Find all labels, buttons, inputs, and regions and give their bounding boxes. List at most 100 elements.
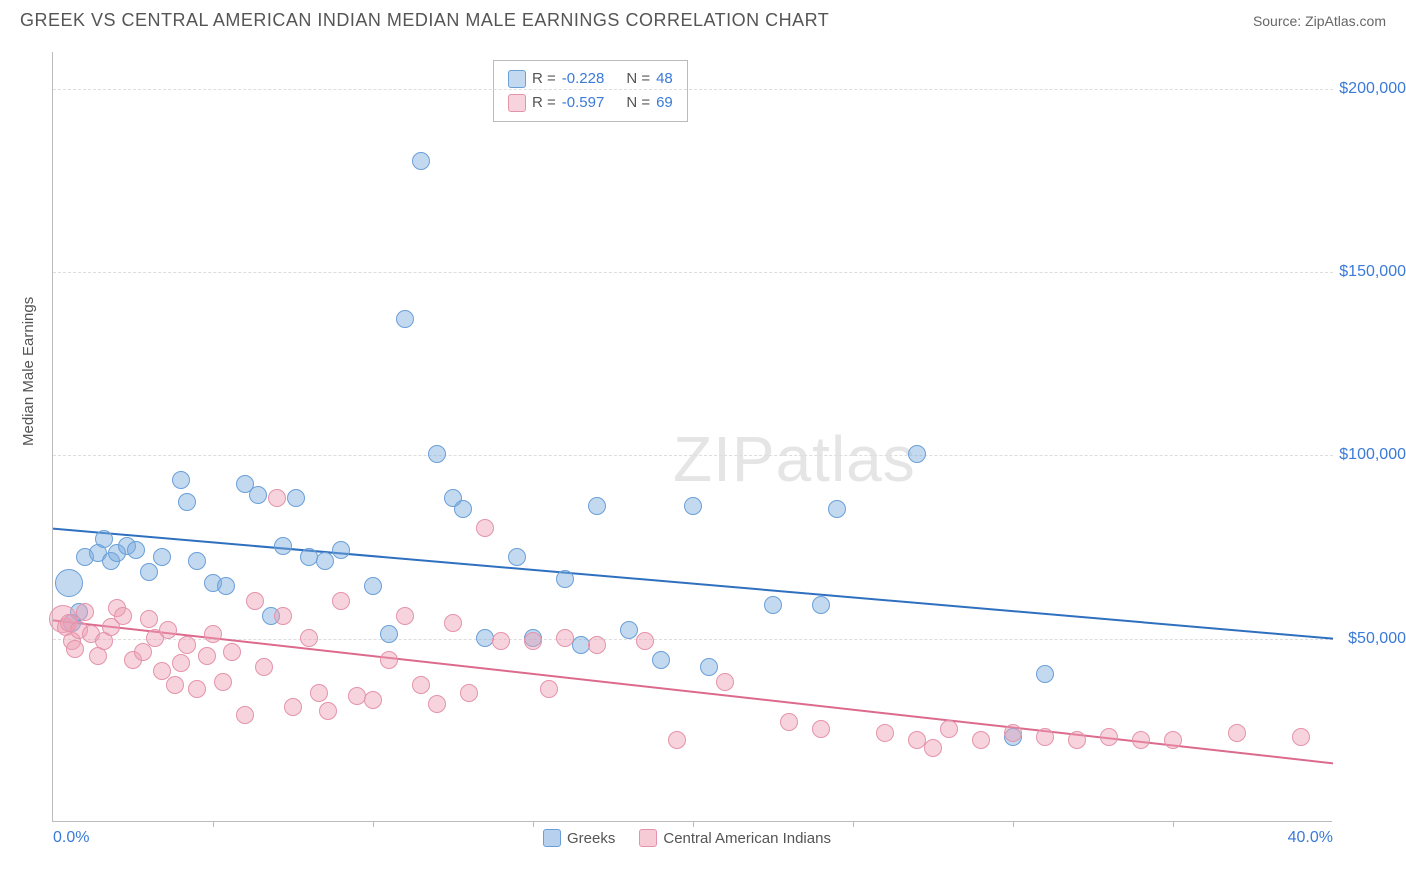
scatter-point [1036, 665, 1054, 683]
scatter-point [412, 152, 430, 170]
watermark-part2: atlas [776, 423, 916, 495]
source-link[interactable]: ZipAtlas.com [1305, 13, 1386, 29]
legend-label: Greeks [567, 830, 615, 847]
scatter-point [1036, 728, 1054, 746]
scatter-point [178, 636, 196, 654]
legend-label: Central American Indians [663, 830, 831, 847]
scatter-point [1164, 731, 1182, 749]
series-legend: Greeks Central American Indians [543, 829, 831, 847]
scatter-point [396, 607, 414, 625]
scatter-point [300, 548, 318, 566]
scatter-point [492, 632, 510, 650]
scatter-point [204, 625, 222, 643]
trend-line [53, 529, 1333, 639]
watermark-part1: ZIP [673, 423, 776, 495]
legend-n-value: 69 [656, 91, 673, 115]
x-tick [373, 821, 374, 827]
chart-source: Source: ZipAtlas.com [1253, 13, 1386, 29]
swatch-icon [639, 829, 657, 847]
scatter-point [380, 625, 398, 643]
scatter-point [444, 614, 462, 632]
scatter-point [700, 658, 718, 676]
scatter-point [460, 684, 478, 702]
scatter-point [524, 632, 542, 650]
scatter-point [274, 607, 292, 625]
scatter-point [1004, 724, 1022, 742]
scatter-point [153, 662, 171, 680]
scatter-point [284, 698, 302, 716]
scatter-point [66, 640, 84, 658]
scatter-point [178, 493, 196, 511]
legend-row-cai: R = -0.597 N = 69 [508, 91, 673, 115]
scatter-point [300, 629, 318, 647]
scatter-point [652, 651, 670, 669]
scatter-point [972, 731, 990, 749]
scatter-point [716, 673, 734, 691]
x-tick-label: 0.0% [53, 829, 89, 847]
x-tick [533, 821, 534, 827]
scatter-point [249, 486, 267, 504]
scatter-point [310, 684, 328, 702]
scatter-point [332, 592, 350, 610]
scatter-point [396, 310, 414, 328]
scatter-point [668, 731, 686, 749]
scatter-point [159, 621, 177, 639]
scatter-point [223, 643, 241, 661]
scatter-point [412, 676, 430, 694]
scatter-point [924, 739, 942, 757]
scatter-point [134, 643, 152, 661]
legend-r-label: R = [532, 91, 556, 115]
legend-n-label: N = [626, 67, 650, 91]
scatter-point [588, 497, 606, 515]
scatter-point [214, 673, 232, 691]
scatter-point [348, 687, 366, 705]
legend-item: Greeks [543, 829, 615, 847]
y-tick-label: $150,000 [1334, 263, 1406, 281]
scatter-point [172, 654, 190, 672]
chart-title: GREEK VS CENTRAL AMERICAN INDIAN MEDIAN … [20, 10, 829, 31]
scatter-point [332, 541, 350, 559]
scatter-point [114, 607, 132, 625]
scatter-point [198, 647, 216, 665]
legend-n-label: N = [626, 91, 650, 115]
scatter-point [166, 676, 184, 694]
scatter-point [636, 632, 654, 650]
scatter-point [940, 720, 958, 738]
scatter-point [1228, 724, 1246, 742]
x-tick-label: 40.0% [1288, 829, 1333, 847]
scatter-point [364, 577, 382, 595]
scatter-point [153, 548, 171, 566]
scatter-point [255, 658, 273, 676]
scatter-point [454, 500, 472, 518]
chart-area: Median Male Earnings ZIPatlas R = -0.228… [30, 46, 1386, 866]
chart-header: GREEK VS CENTRAL AMERICAN INDIAN MEDIAN … [0, 0, 1406, 37]
legend-n-value: 48 [656, 67, 673, 91]
scatter-point [236, 706, 254, 724]
scatter-point [287, 489, 305, 507]
scatter-point [476, 519, 494, 537]
scatter-point [217, 577, 235, 595]
scatter-point [812, 596, 830, 614]
watermark: ZIPatlas [673, 422, 916, 496]
scatter-point [364, 691, 382, 709]
scatter-point [76, 603, 94, 621]
scatter-point [812, 720, 830, 738]
gridline-h [53, 89, 1333, 90]
legend-row-greeks: R = -0.228 N = 48 [508, 67, 673, 91]
scatter-point [876, 724, 894, 742]
y-tick-label: $50,000 [1334, 630, 1406, 648]
scatter-point [380, 651, 398, 669]
x-tick [1013, 821, 1014, 827]
scatter-point [1068, 731, 1086, 749]
gridline-h [53, 639, 1333, 640]
scatter-point [188, 680, 206, 698]
scatter-point [540, 680, 558, 698]
x-tick [693, 821, 694, 827]
scatter-point [188, 552, 206, 570]
legend-item: Central American Indians [639, 829, 831, 847]
scatter-point [508, 548, 526, 566]
x-tick [853, 821, 854, 827]
x-tick [213, 821, 214, 827]
source-label: Source: [1253, 13, 1305, 29]
scatter-point [764, 596, 782, 614]
